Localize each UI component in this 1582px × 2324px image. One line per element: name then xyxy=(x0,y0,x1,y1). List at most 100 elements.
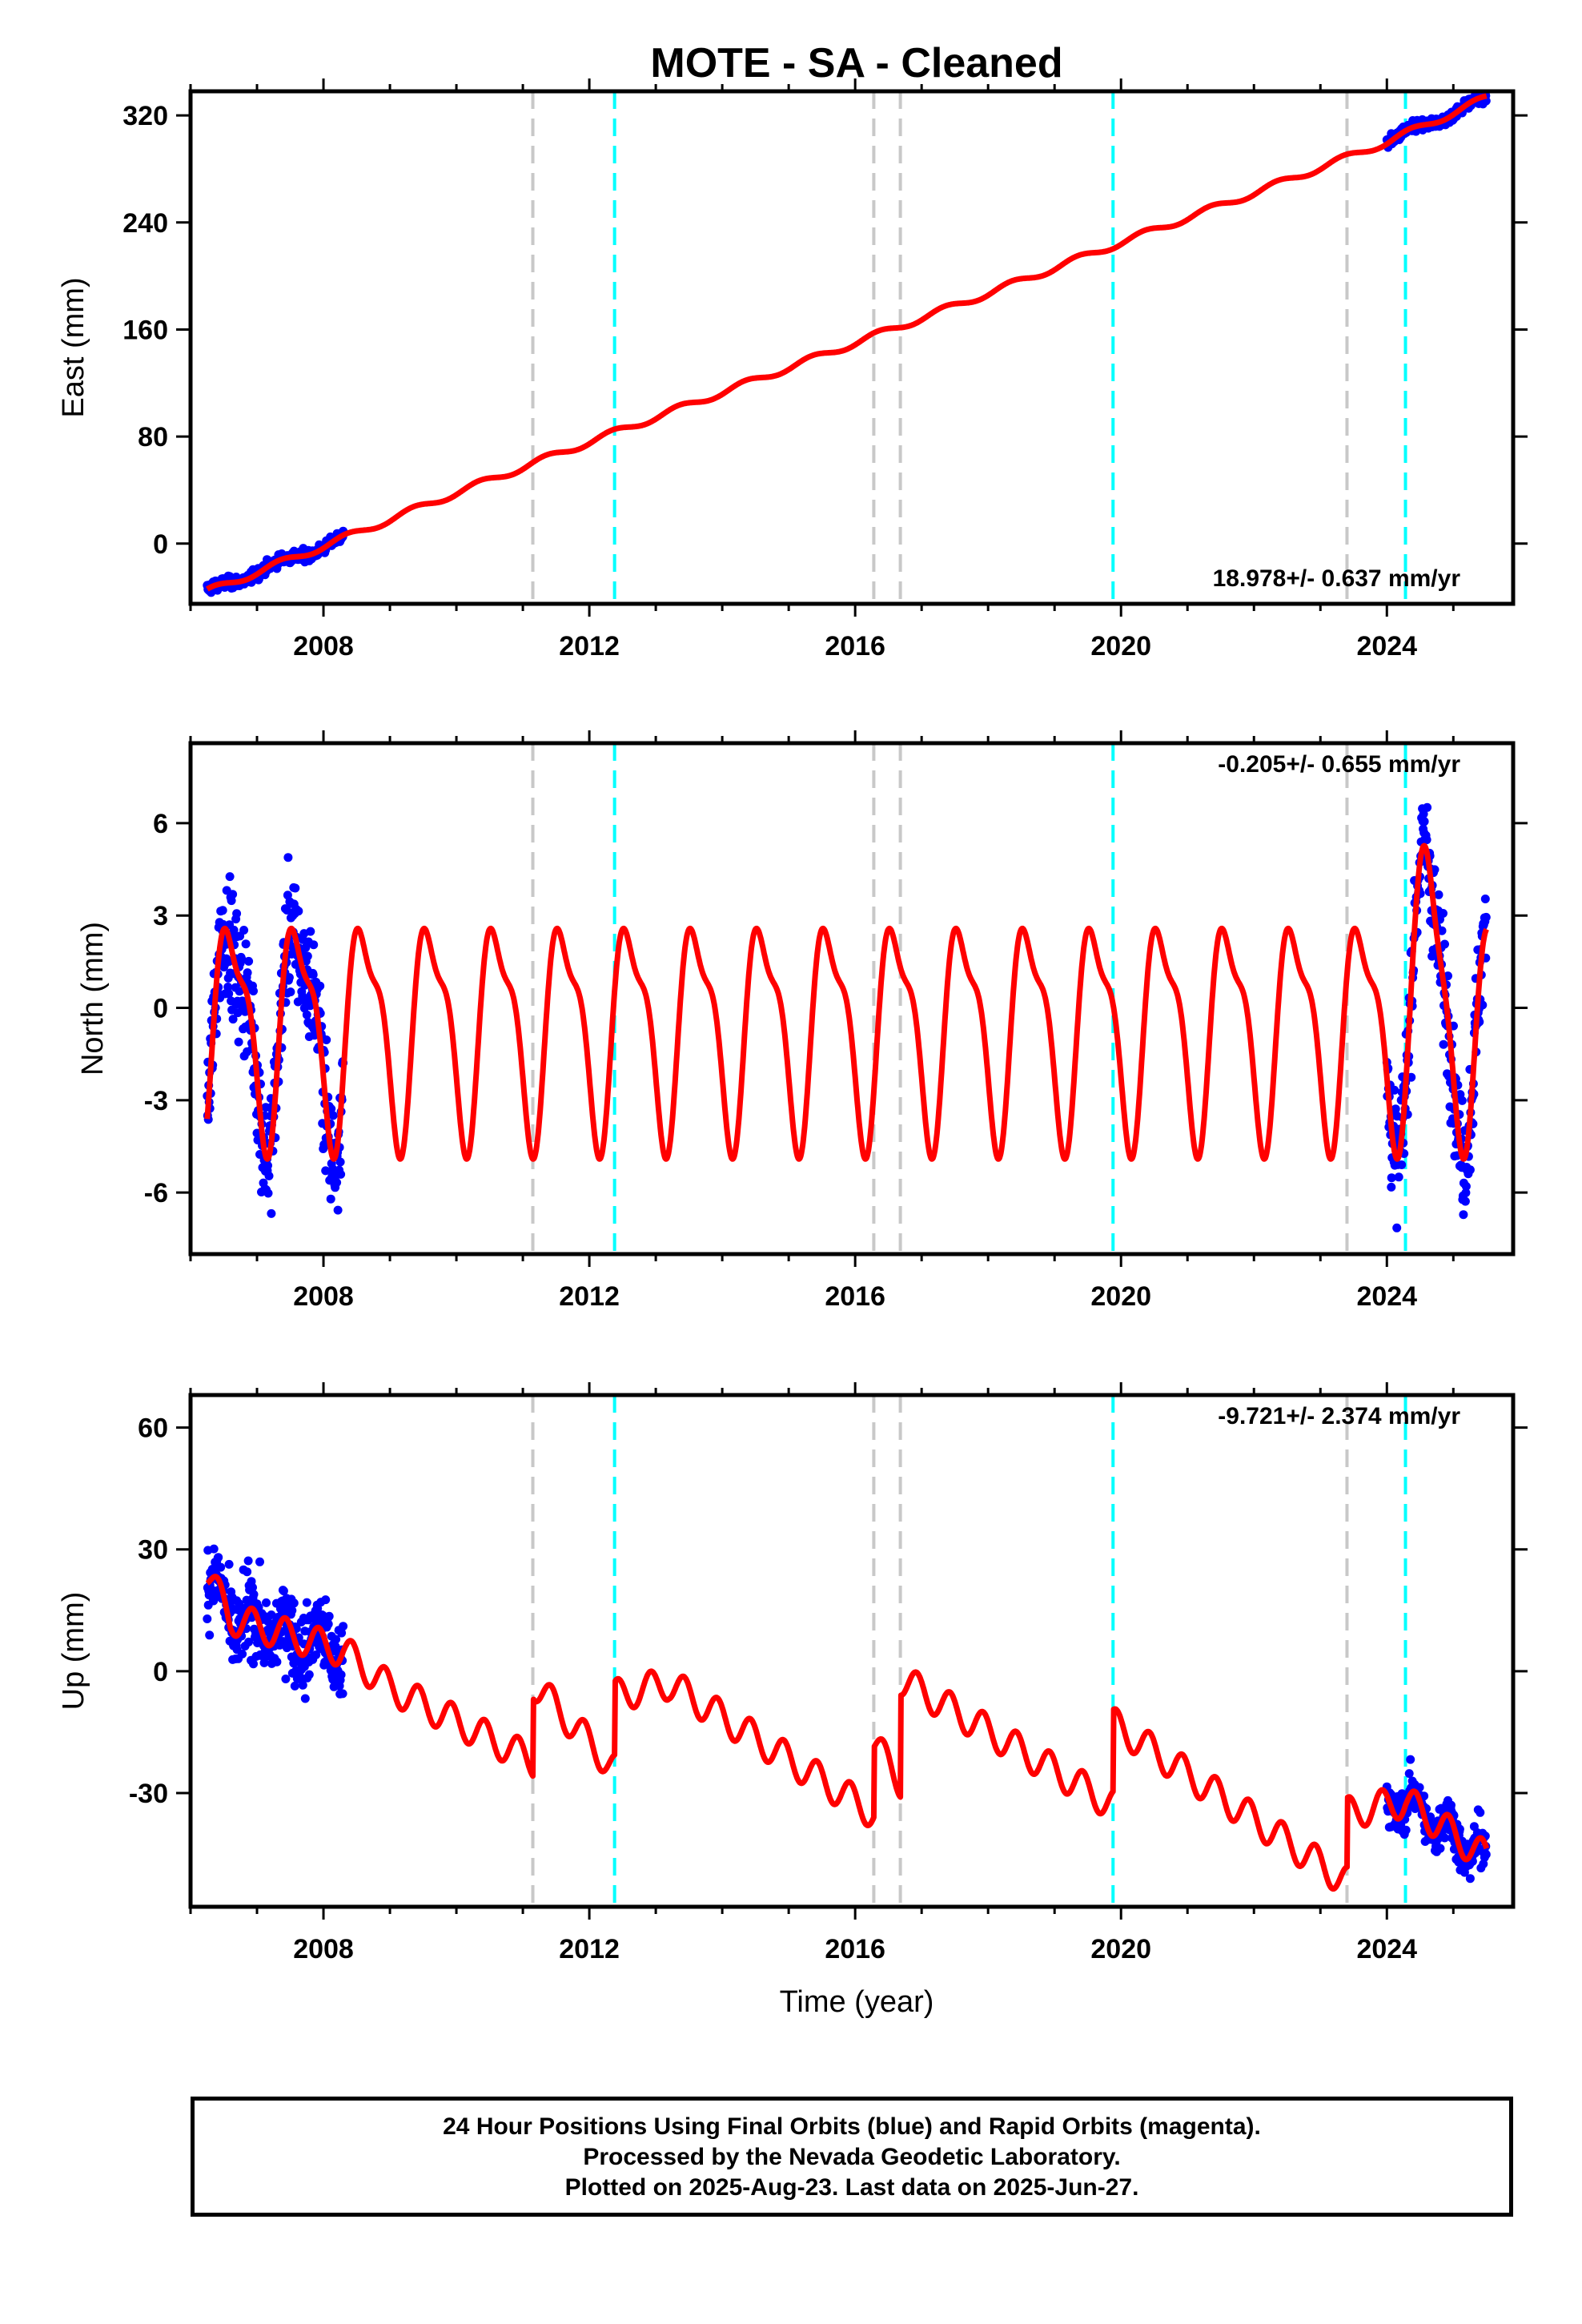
data-point xyxy=(298,1680,307,1690)
panel-frame xyxy=(188,741,1516,1256)
x-tick-label: 2008 xyxy=(293,1281,354,1312)
plot-area xyxy=(203,743,1491,1254)
rate-label: -9.721+/- 2.374 mm/yr xyxy=(1218,1403,1460,1429)
data-point xyxy=(321,1595,331,1605)
model-line xyxy=(204,842,1489,1162)
data-point xyxy=(272,1657,282,1667)
y-tick-label: 30 xyxy=(138,1535,168,1566)
data-point xyxy=(262,1598,271,1607)
x-tick-label: 2016 xyxy=(825,1934,885,1964)
data-point xyxy=(249,1659,258,1669)
data-point xyxy=(1435,1844,1445,1853)
data-point xyxy=(255,1557,264,1566)
panel-frame xyxy=(188,89,1516,606)
data-point xyxy=(228,1015,238,1024)
data-point xyxy=(248,1582,257,1592)
data-point xyxy=(291,883,300,893)
data-point xyxy=(304,1670,314,1679)
data-point xyxy=(263,1188,273,1198)
y-tick-label: -30 xyxy=(129,1779,168,1809)
data-point xyxy=(243,1556,253,1566)
data-point xyxy=(249,1590,259,1599)
data-point xyxy=(239,926,249,935)
x-tick-label: 2016 xyxy=(825,1281,885,1312)
data-point xyxy=(1479,1860,1488,1868)
x-tick-label: 2020 xyxy=(1090,1281,1151,1312)
x-axis-label: Time (year) xyxy=(780,1985,934,2019)
data-point xyxy=(223,983,233,991)
data-point xyxy=(1481,912,1491,922)
data-point xyxy=(282,906,291,915)
data-point xyxy=(234,1037,243,1047)
x-tick-label: 2016 xyxy=(825,631,885,661)
data-point xyxy=(290,1681,299,1691)
y-tick-label: 80 xyxy=(138,422,168,452)
y-tick-label: 6 xyxy=(153,809,168,839)
data-point xyxy=(339,1622,348,1631)
data-point xyxy=(244,956,254,966)
data-point xyxy=(284,973,294,983)
data-point xyxy=(1461,1181,1471,1191)
data-point xyxy=(1406,1755,1415,1764)
plot-area xyxy=(203,1395,1491,1907)
x-tick-label: 2020 xyxy=(1090,1934,1151,1964)
data-point xyxy=(216,1562,226,1572)
data-point xyxy=(1391,1104,1400,1114)
x-tick-label: 2020 xyxy=(1090,631,1151,661)
panel-frame xyxy=(188,1393,1516,1909)
data-point xyxy=(1440,939,1449,949)
data-point xyxy=(300,1694,310,1703)
y-tick-label: 160 xyxy=(122,315,168,345)
x-tick-label: 2024 xyxy=(1356,1281,1417,1312)
data-point xyxy=(326,1194,335,1204)
x-tick-label: 2008 xyxy=(293,1934,354,1964)
data-point xyxy=(1419,817,1429,826)
panel-east: 2008 2012 2016 2020 2024 0 80 160 240 320 East (mm… xyxy=(57,78,1528,661)
data-point xyxy=(1439,1039,1448,1049)
y-tick-label: 320 xyxy=(122,101,168,131)
data-point xyxy=(203,1614,212,1623)
data-point xyxy=(337,1628,347,1638)
data-point xyxy=(1392,1223,1402,1232)
model-line xyxy=(205,93,1489,592)
y-axis-label: North (mm) xyxy=(76,922,110,1076)
data-point xyxy=(235,1599,244,1608)
data-point xyxy=(1397,1160,1407,1169)
data-point xyxy=(1459,1210,1468,1220)
data-point xyxy=(1476,1807,1485,1817)
data-point xyxy=(289,1598,299,1608)
data-point xyxy=(1394,1172,1403,1182)
y-tick-label: 0 xyxy=(153,529,168,560)
data-points xyxy=(203,1544,1491,1884)
x-tick-label: 2012 xyxy=(559,631,620,661)
data-point xyxy=(1415,1783,1424,1792)
data-point xyxy=(1387,1173,1396,1183)
data-point xyxy=(205,1630,215,1640)
data-point xyxy=(311,1650,321,1659)
data-point xyxy=(1461,1188,1471,1197)
data-point xyxy=(324,1611,334,1621)
data-point xyxy=(303,951,312,961)
x-tick-label: 2024 xyxy=(1356,631,1417,661)
data-point xyxy=(1419,810,1428,818)
plot-area xyxy=(203,91,1491,604)
data-point xyxy=(1439,909,1447,918)
rate-label: 18.978+/- 0.637 mm/yr xyxy=(1213,565,1461,592)
footer-line-3: Plotted on 2025-Aug-23. Last data on 202… xyxy=(564,2174,1139,2201)
data-point xyxy=(315,981,325,991)
x-tick-label: 2012 xyxy=(559,1281,620,1312)
data-point xyxy=(1465,1874,1475,1884)
data-point xyxy=(1423,802,1432,812)
data-point xyxy=(328,1111,338,1120)
data-point xyxy=(336,1670,346,1679)
panels: 2008 2012 2016 2020 2024 0 80 160 240 320 East (mm… xyxy=(57,78,1528,1964)
data-point xyxy=(1426,1812,1435,1822)
data-point xyxy=(321,1166,331,1176)
data-point xyxy=(294,907,303,916)
data-point xyxy=(306,927,315,936)
data-point xyxy=(225,872,235,882)
y-tick-label: 0 xyxy=(153,1657,168,1687)
data-point xyxy=(264,1171,274,1180)
model-line xyxy=(205,1574,1490,1892)
